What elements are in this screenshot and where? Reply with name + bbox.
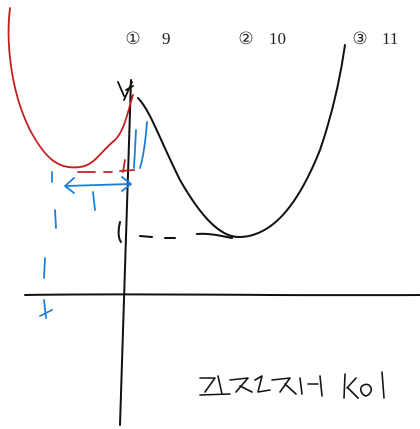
sketch: ① 9 ② 10 ③ 11 xyxy=(0,0,420,429)
choice-marker: ① xyxy=(125,29,140,48)
x-axis xyxy=(25,294,420,295)
background xyxy=(0,0,420,429)
choice-value: 10 xyxy=(269,29,286,48)
choice-marker: ③ xyxy=(352,29,367,48)
choice-marker: ② xyxy=(238,29,253,48)
choice-value: 11 xyxy=(382,29,398,48)
choice-value: 9 xyxy=(162,29,171,48)
